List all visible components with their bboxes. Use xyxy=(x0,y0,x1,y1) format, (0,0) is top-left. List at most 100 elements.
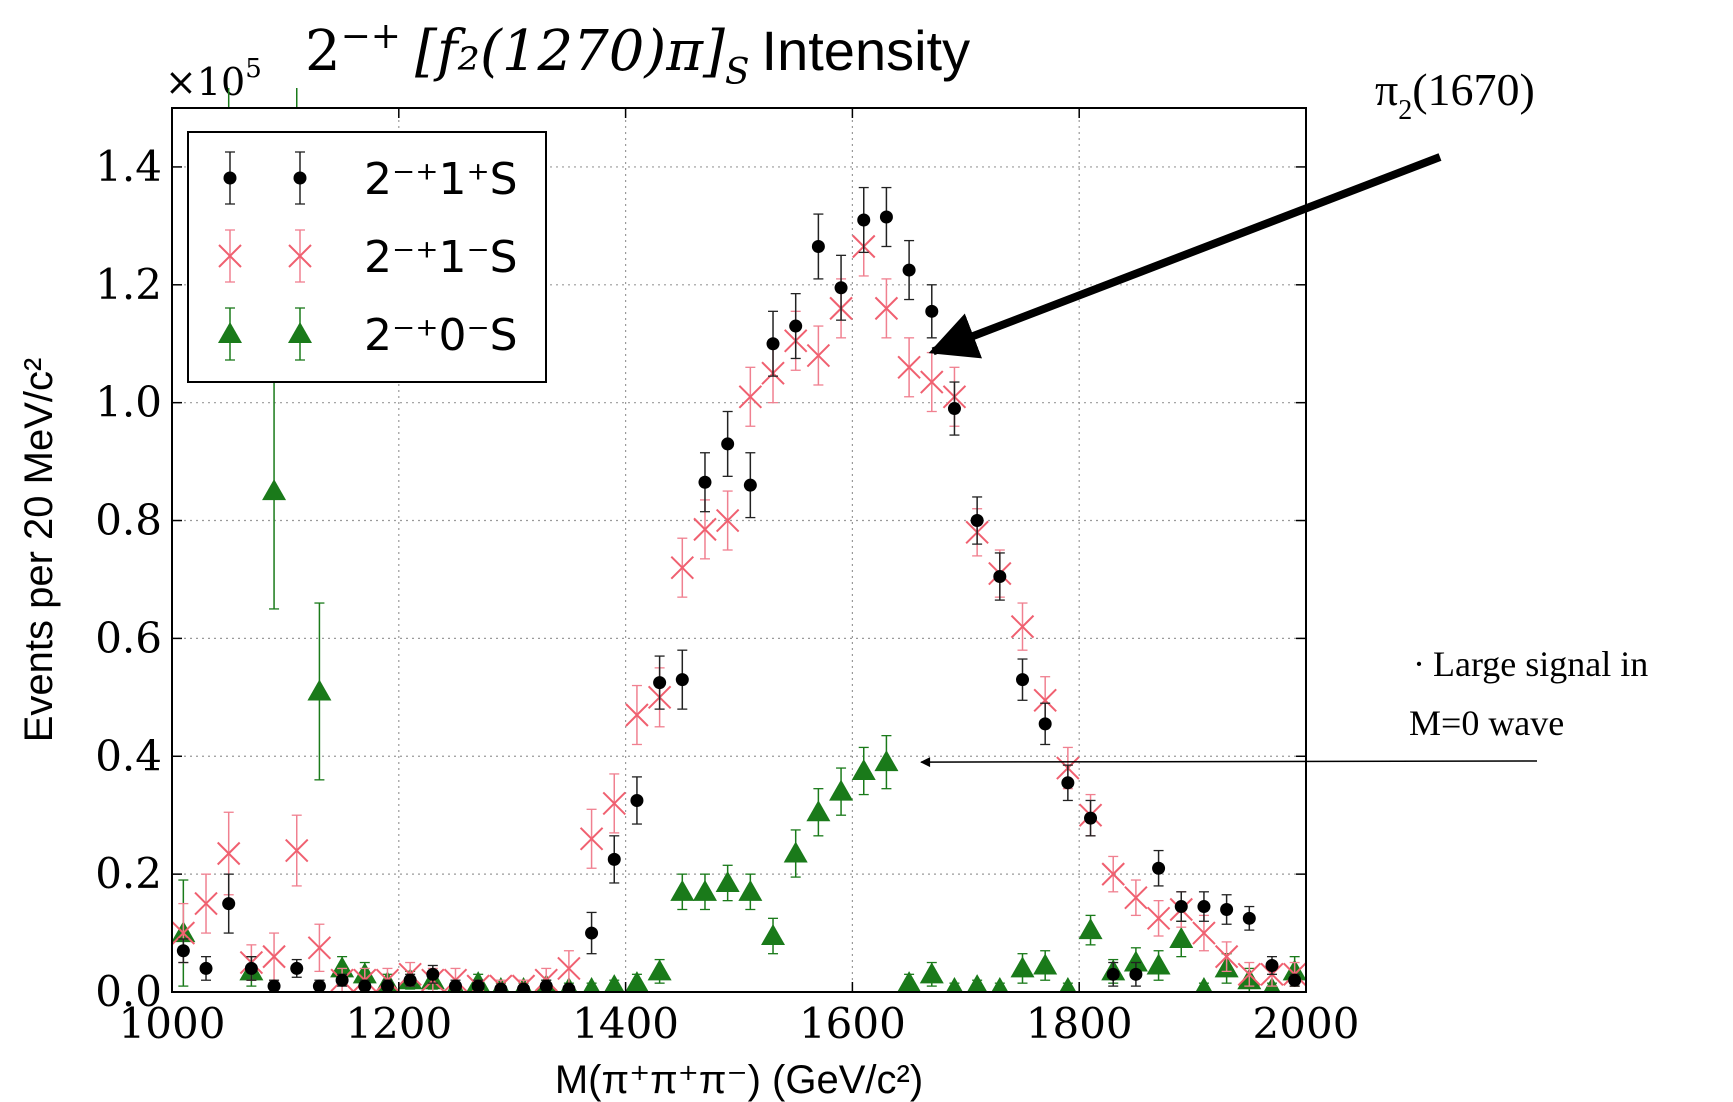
data-point xyxy=(517,982,531,992)
data-point xyxy=(262,479,287,501)
annotation-pi2: π2(1670) xyxy=(928,64,1535,359)
data-point xyxy=(358,979,372,992)
axis-ticks: 1000 1200 1400 1600 1800 2000 0.0 0.2 0.4 0.6 0.8 1… xyxy=(95,108,1359,1048)
data-point xyxy=(1101,862,1125,886)
data-point xyxy=(919,962,944,984)
data-point xyxy=(897,355,921,380)
data-point xyxy=(897,971,922,992)
data-point xyxy=(335,973,349,987)
data-point xyxy=(244,961,258,975)
data-point xyxy=(761,924,786,946)
data-point xyxy=(670,555,695,580)
data-point xyxy=(1106,967,1120,981)
data-point xyxy=(579,827,604,851)
data-point xyxy=(1033,953,1058,975)
data-point xyxy=(993,570,1007,584)
legend-marker xyxy=(288,244,312,268)
annotation-pi2-main: π xyxy=(1375,64,1398,115)
data-point xyxy=(625,971,649,992)
data-point xyxy=(738,385,763,409)
annotation-large-signal-text1: Large signal in xyxy=(1433,644,1648,684)
data-point xyxy=(1010,614,1035,639)
data-point xyxy=(766,337,780,351)
x-tick-label: 1000 xyxy=(119,999,226,1048)
data-point xyxy=(692,879,717,901)
data-point xyxy=(1129,967,1143,981)
data-point xyxy=(920,370,944,394)
data-point xyxy=(945,977,964,992)
data-point xyxy=(693,517,717,542)
data-point xyxy=(721,437,735,451)
plot-frame xyxy=(171,107,1307,993)
data-point xyxy=(312,979,326,992)
data-point xyxy=(602,791,626,816)
series-0 xyxy=(176,186,1302,992)
data-point xyxy=(380,979,394,992)
data-point xyxy=(1288,973,1302,987)
data-point xyxy=(585,926,599,940)
data-point xyxy=(1033,688,1057,712)
legend-label: 2⁻⁺1⁺S xyxy=(364,154,518,205)
data-point xyxy=(851,759,876,780)
data-point xyxy=(902,263,916,277)
data-point xyxy=(829,779,854,801)
data-point xyxy=(1016,673,1029,687)
legend-marker xyxy=(218,322,242,343)
x-axis-label: M(π⁺π⁺π⁻) (GeV/c²) xyxy=(555,1058,923,1102)
chart-title: 2−+ [f₂(1270)π]S Intensity xyxy=(305,16,970,93)
data-point xyxy=(806,343,831,368)
data-point xyxy=(449,979,462,992)
y-tick-label: 1.2 xyxy=(95,260,162,309)
data-point xyxy=(1197,900,1211,914)
data-point xyxy=(630,793,644,807)
legend-marker xyxy=(223,171,237,185)
x-tick-label: 1400 xyxy=(572,999,679,1048)
data-point xyxy=(583,977,601,992)
data-point xyxy=(330,956,355,978)
data-point xyxy=(1146,906,1171,931)
data-point xyxy=(743,478,757,492)
data-point xyxy=(715,508,740,533)
data-point xyxy=(1124,885,1148,910)
data-point xyxy=(874,750,899,772)
data-point xyxy=(1195,977,1213,992)
legend-marker xyxy=(293,171,307,185)
legend-box xyxy=(187,131,547,383)
data-point xyxy=(966,974,988,992)
data-point xyxy=(1059,977,1077,992)
data-point xyxy=(715,870,740,892)
data-point xyxy=(194,891,218,916)
annotation-pi2-text: π2(1670) xyxy=(1375,64,1535,126)
y-tick-label: 0.0 xyxy=(95,967,162,1016)
data-point xyxy=(783,841,808,863)
data-point xyxy=(675,673,689,687)
data-point xyxy=(1078,918,1103,940)
legend-label: 2⁻⁺0⁻S xyxy=(364,310,518,361)
legend-marker xyxy=(288,322,312,343)
annotation-large-signal-line2: M=0 wave xyxy=(1409,703,1564,743)
y-tick-label: 1.0 xyxy=(95,378,162,427)
data-point xyxy=(285,838,309,863)
y-tick-label: 0.8 xyxy=(95,496,162,545)
data-point xyxy=(267,979,281,992)
data-point xyxy=(811,239,825,253)
data-point xyxy=(991,977,1009,992)
data-point xyxy=(562,982,576,992)
data-point xyxy=(1038,717,1052,731)
data-point xyxy=(1146,953,1171,975)
y-multiplier: ×105 xyxy=(165,54,262,104)
annotation-large-signal-arrow xyxy=(920,757,1538,768)
data-point xyxy=(653,676,667,690)
data-point xyxy=(216,841,241,866)
legend-label: 2⁻⁺1⁻S xyxy=(364,232,518,283)
data-point xyxy=(970,514,984,528)
data-point xyxy=(604,974,625,992)
data-point xyxy=(426,967,440,981)
title-subscript: S xyxy=(725,52,750,93)
data-point xyxy=(557,956,581,981)
data-point xyxy=(698,475,712,489)
data-point xyxy=(1265,958,1279,972)
data-point xyxy=(222,897,236,911)
